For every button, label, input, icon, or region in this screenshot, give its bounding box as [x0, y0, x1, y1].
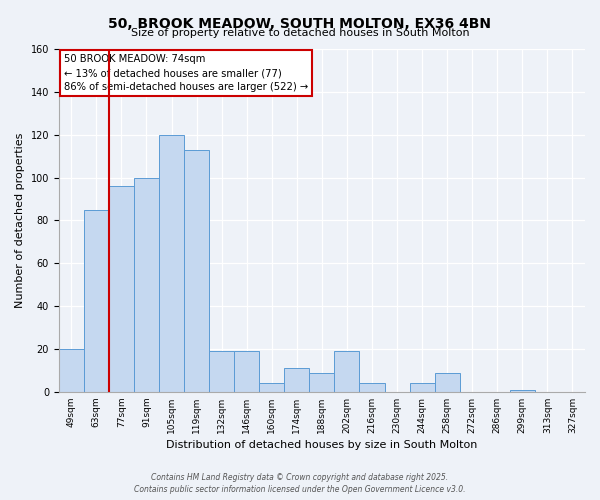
Bar — [109, 186, 134, 392]
Bar — [510, 390, 535, 392]
Bar — [234, 351, 259, 392]
Bar — [310, 372, 334, 392]
Bar — [59, 349, 84, 392]
Bar — [284, 368, 310, 392]
Bar — [334, 351, 359, 392]
Bar — [259, 383, 284, 392]
Bar — [359, 383, 385, 392]
Text: 50, BROOK MEADOW, SOUTH MOLTON, EX36 4BN: 50, BROOK MEADOW, SOUTH MOLTON, EX36 4BN — [109, 18, 491, 32]
X-axis label: Distribution of detached houses by size in South Molton: Distribution of detached houses by size … — [166, 440, 478, 450]
Bar — [410, 383, 434, 392]
Bar — [434, 372, 460, 392]
Y-axis label: Number of detached properties: Number of detached properties — [15, 132, 25, 308]
Text: 50 BROOK MEADOW: 74sqm
← 13% of detached houses are smaller (77)
86% of semi-det: 50 BROOK MEADOW: 74sqm ← 13% of detached… — [64, 54, 308, 92]
Text: Contains HM Land Registry data © Crown copyright and database right 2025.
Contai: Contains HM Land Registry data © Crown c… — [134, 473, 466, 494]
Bar — [184, 150, 209, 392]
Bar — [84, 210, 109, 392]
Text: Size of property relative to detached houses in South Molton: Size of property relative to detached ho… — [131, 28, 469, 38]
Bar — [159, 134, 184, 392]
Bar — [134, 178, 159, 392]
Bar — [209, 351, 234, 392]
